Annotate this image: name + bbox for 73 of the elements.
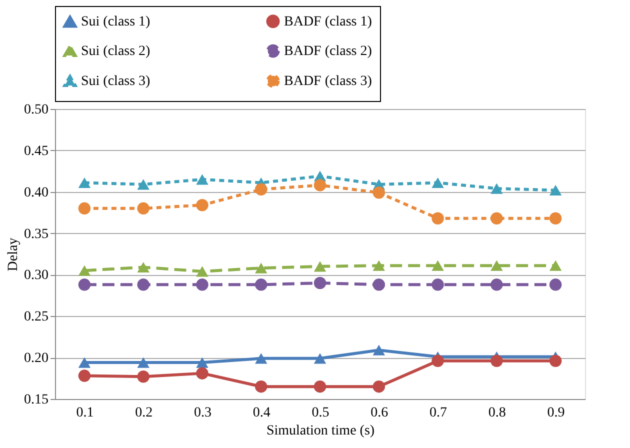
point — [254, 353, 268, 364]
y-tick-label: 0.20 — [24, 351, 48, 366]
y-tick-label: 0.30 — [24, 268, 48, 284]
point — [549, 184, 562, 196]
point — [196, 266, 208, 277]
legend-label: BADF (class 2) — [284, 44, 372, 59]
legend-label: Sui (class 3) — [81, 74, 151, 89]
point — [314, 380, 326, 393]
point — [78, 370, 91, 382]
point — [314, 353, 326, 364]
point — [78, 177, 91, 188]
x-tick-label: 0.3 — [194, 406, 212, 420]
point — [372, 344, 386, 356]
point — [490, 354, 503, 367]
y-tick-label: 0.50 — [24, 102, 48, 118]
point — [490, 212, 503, 224]
x-axis-title: Simulation time (s) — [266, 424, 375, 438]
point — [314, 261, 326, 272]
point — [254, 380, 268, 393]
point — [432, 278, 444, 291]
y-tick-label: 0.35 — [24, 226, 48, 242]
x-tick-label: 0.1 — [76, 406, 94, 420]
point — [78, 278, 91, 291]
point — [372, 380, 386, 393]
point — [196, 278, 208, 291]
point — [137, 370, 150, 383]
point — [549, 278, 562, 291]
y-tick-label: 0.45 — [24, 144, 48, 159]
point — [196, 367, 208, 380]
point — [137, 262, 150, 273]
point — [490, 183, 503, 194]
x-tick-label: 0.6 — [370, 406, 388, 420]
point — [196, 174, 208, 185]
legend-label: BADF (class 1) — [284, 14, 372, 30]
legend-label: Sui (class 1) — [81, 14, 151, 30]
y-tick-label: 0.25 — [24, 310, 48, 325]
point — [372, 186, 386, 199]
x-tick-label: 0.9 — [547, 406, 565, 420]
point — [490, 278, 503, 291]
point — [254, 262, 268, 274]
point — [372, 260, 386, 271]
point — [196, 357, 208, 368]
x-tick-label: 0.5 — [312, 406, 330, 420]
point — [549, 354, 562, 367]
point — [549, 212, 562, 224]
legend-label: Sui (class 2) — [81, 44, 151, 59]
x-tick-label: 0.2 — [135, 406, 153, 420]
x-tick-label: 0.8 — [488, 406, 506, 420]
point — [78, 265, 91, 276]
y-axis-title: Delay — [6, 238, 21, 272]
point — [78, 357, 91, 368]
point — [432, 177, 444, 188]
y-tick-label: 0.15 — [24, 392, 48, 408]
point — [137, 278, 150, 291]
point — [372, 278, 386, 291]
point — [314, 276, 326, 290]
point — [137, 202, 150, 215]
point — [254, 278, 268, 291]
legend-label: BADF (class 3) — [284, 74, 372, 89]
point — [254, 183, 268, 196]
point — [432, 260, 444, 271]
point — [137, 357, 150, 368]
point — [490, 260, 503, 271]
x-tick-label: 0.7 — [430, 406, 448, 420]
y-tick-label: 0.40 — [24, 185, 48, 200]
point — [432, 212, 444, 224]
point — [78, 202, 91, 215]
point — [314, 179, 326, 192]
point — [432, 354, 444, 367]
point — [196, 199, 208, 212]
x-tick-label: 0.4 — [252, 406, 270, 420]
point — [549, 260, 562, 271]
point — [137, 179, 150, 190]
